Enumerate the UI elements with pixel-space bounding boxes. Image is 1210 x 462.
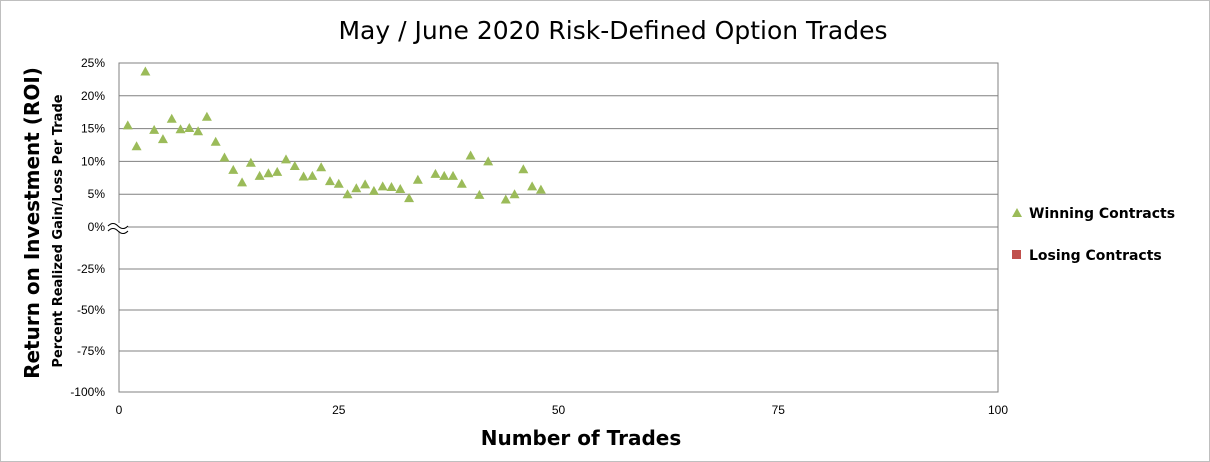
data-point-winning (263, 168, 274, 178)
y-tick-label: 25% (81, 56, 105, 70)
y-axis-label: Return on Investment (ROI) (20, 67, 44, 379)
data-point-winning (448, 170, 459, 180)
data-point-winning (377, 181, 388, 191)
y-tick-label: -75% (77, 344, 105, 358)
axis-break-icon (107, 223, 129, 234)
x-tick-label: 25 (332, 403, 346, 417)
data-point-winning (166, 113, 177, 123)
y-tick-label: -100% (70, 385, 105, 399)
data-point-winning (324, 176, 335, 186)
data-point-winning (140, 66, 151, 76)
data-point-winning (412, 174, 423, 184)
data-point-winning (404, 193, 415, 203)
data-point-winning (456, 178, 467, 188)
data-points (122, 66, 546, 204)
data-point-winning (175, 124, 186, 134)
data-point-winning (245, 157, 256, 167)
data-point-winning (254, 170, 265, 180)
x-axis-label: Number of Trades (481, 426, 682, 450)
data-point-winning (527, 181, 538, 191)
x-tick-label: 0 (116, 403, 123, 417)
axis-break-wave (107, 223, 129, 229)
data-point-winning (386, 181, 397, 191)
y-tick-label: 15% (81, 122, 105, 136)
data-point-winning (131, 141, 142, 151)
data-point-winning (333, 178, 344, 188)
data-point-winning (518, 164, 529, 174)
data-point-winning (149, 124, 160, 134)
y-tick-label: -25% (77, 262, 105, 276)
data-point-winning (535, 184, 546, 194)
grid-layer (119, 62, 998, 393)
data-point-winning (430, 168, 441, 178)
legend-marker-losing (1012, 250, 1021, 259)
data-point-winning (122, 120, 133, 130)
data-point-winning (272, 166, 283, 176)
data-point-winning (483, 156, 494, 166)
data-point-winning (509, 189, 520, 199)
data-point-winning (228, 164, 239, 174)
data-point-winning (465, 150, 476, 160)
data-point-winning (193, 126, 204, 136)
data-point-winning (298, 171, 309, 181)
data-point-winning (210, 136, 221, 146)
data-point-winning (439, 170, 450, 180)
chart-title: May / June 2020 Risk-Defined Option Trad… (338, 16, 887, 45)
data-point-winning (201, 111, 212, 121)
data-point-winning (316, 162, 327, 172)
y-tick-label: 5% (88, 187, 106, 201)
y-tick-labels: 25% 20% 15% 10% 5% 0% -25% -50% -75% -100% (70, 56, 105, 399)
axis-break-wave (107, 228, 129, 234)
legend-label-losing: Losing Contracts (1029, 248, 1162, 264)
data-point-winning (281, 154, 292, 164)
y-tick-label: 20% (81, 89, 105, 103)
y-tick-label: 0% (88, 220, 106, 234)
data-point-winning (368, 185, 379, 195)
data-point-winning (289, 160, 300, 170)
data-point-winning (184, 122, 195, 132)
data-point-winning (219, 152, 230, 162)
data-point-winning (342, 189, 353, 199)
data-point-winning (237, 177, 248, 187)
y-tick-label: 10% (81, 154, 105, 168)
y-tick-label: -50% (77, 303, 105, 317)
x-tick-label: 50 (552, 403, 566, 417)
data-point-winning (360, 179, 371, 189)
data-point-winning (157, 134, 168, 144)
data-point-winning (351, 183, 362, 193)
legend-marker-winning (1012, 208, 1022, 217)
y-axis-sublabel: Percent Realized Gain/Loss Per Trade (51, 94, 66, 367)
data-point-winning (474, 189, 485, 199)
legend: Winning Contracts Losing Contracts (1012, 206, 1175, 264)
x-tick-label: 100 (988, 403, 1008, 417)
data-point-winning (395, 183, 406, 193)
data-point-winning (307, 170, 318, 180)
x-tick-labels: 0 25 50 75 100 (116, 403, 1009, 417)
x-tick-label: 75 (772, 403, 786, 417)
data-point-winning (500, 194, 511, 204)
legend-label-winning: Winning Contracts (1029, 206, 1175, 222)
